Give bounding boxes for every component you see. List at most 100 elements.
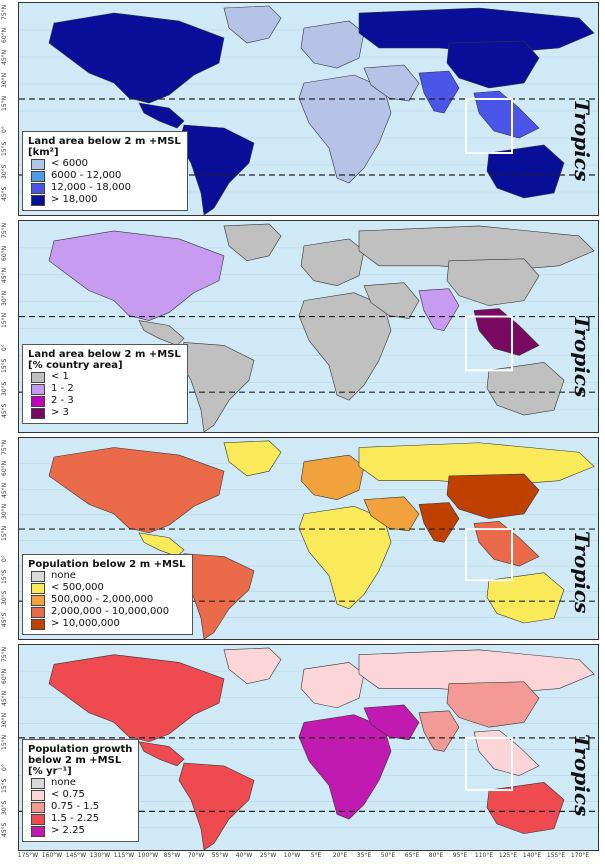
longitude-label: 10°W: [283, 852, 301, 859]
region-africa: [298, 292, 392, 401]
latitude-label: 0°: [1, 343, 8, 351]
legend-swatch: [31, 801, 45, 813]
legend-title: [% yr⁻¹]: [28, 766, 72, 777]
longitude-label: 40°W: [235, 852, 253, 859]
latitude-label: 30°N: [1, 712, 8, 728]
latitude-label: 45°S: [1, 612, 8, 627]
map-panel-3: Tropics Population below 2 m +MSL none < 50…: [18, 437, 599, 640]
legend-label: 500,000 - 2,000,000: [51, 594, 154, 605]
region-sea: [473, 521, 540, 567]
latitude-label: 0°: [1, 764, 8, 772]
longitude-label: 100°W: [137, 852, 159, 859]
legend-title: Population growth: [28, 744, 133, 755]
region-ind: [418, 710, 460, 752]
latitude-label: 45°S: [1, 403, 8, 419]
longitude-label: 5°E: [310, 852, 322, 859]
legend-swatch: [31, 618, 45, 630]
legend-swatch: [31, 582, 45, 594]
longitude-label: 125°E: [498, 852, 518, 859]
legend-swatch: [31, 407, 45, 419]
legend-item: > 2.25: [31, 825, 132, 837]
latitude-label: 45°S: [1, 186, 8, 202]
world-map: [19, 440, 598, 639]
region-africa: [298, 74, 392, 184]
legend-swatch: [31, 194, 45, 206]
latitude-label: 15°N: [1, 525, 8, 541]
legend-label: > 18,000: [51, 194, 98, 205]
region-aus: [486, 782, 565, 834]
legend-item: > 10,000,000: [31, 618, 186, 630]
legend: Land area below 2 m +MSL [km²] < 6000 6000 …: [22, 131, 188, 211]
legend-label: none: [51, 777, 76, 788]
region-me: [363, 496, 420, 532]
legend-swatch: [31, 383, 45, 395]
region-green: [223, 440, 282, 477]
latitude-label: 30°S: [1, 164, 8, 179]
longitude-label: 170°E: [570, 852, 590, 859]
legend-swatch: [31, 594, 45, 606]
legend-label: 2 - 3: [51, 395, 74, 406]
legend-title: Land area below 2 m +MSL: [28, 349, 181, 360]
legend-item: none: [31, 777, 132, 789]
region-eu: [300, 454, 365, 500]
legend-label: > 10,000,000: [51, 618, 120, 629]
region-na: [48, 447, 225, 534]
legend-label: > 2.25: [51, 825, 85, 836]
region-na: [48, 230, 225, 321]
region-ca: [138, 320, 185, 346]
highlight-box: [465, 528, 513, 582]
region-ind: [418, 70, 460, 114]
region-ca: [138, 102, 185, 129]
legend-title: [% country area]: [28, 360, 123, 371]
region-me: [363, 64, 420, 102]
region-me: [363, 282, 420, 319]
legend-item: < 1: [31, 371, 181, 383]
legend-title: Population below 2 m +MSL: [28, 559, 186, 570]
region-green: [223, 223, 282, 262]
region-me: [363, 704, 420, 741]
legend-label: none: [51, 570, 76, 581]
legend-item: 1.5 - 2.25: [31, 813, 132, 825]
tropics-label: Tropics: [570, 531, 594, 614]
latitude-label: 15°S: [1, 778, 8, 794]
longitude-label: 65°E: [404, 852, 420, 859]
legend-item: < 0.75: [31, 789, 132, 801]
latitude-label: 15°N: [1, 734, 8, 750]
legend-item: > 3: [31, 407, 181, 419]
legend-label: 12,000 - 18,000: [51, 182, 131, 193]
region-ind: [418, 502, 460, 543]
region-aus: [486, 144, 565, 199]
latitude-label: 30°S: [1, 800, 8, 816]
region-eu: [300, 20, 365, 69]
legend-swatch: [31, 158, 45, 170]
longitude-label: 35°E: [356, 852, 372, 859]
longitude-label: 175°W: [17, 852, 39, 859]
longitude-label: 115°W: [113, 852, 135, 859]
longitude-label: 160°W: [41, 852, 63, 859]
latitude-label: 15°S: [1, 569, 8, 584]
legend-label: 1.5 - 2.25: [51, 813, 100, 824]
region-sea: [473, 308, 540, 356]
latitude-label: 30°S: [1, 381, 8, 396]
latitude-label: 75°N: [1, 439, 8, 455]
latitude-label: 45°N: [1, 482, 8, 498]
region-sea: [473, 90, 540, 139]
region-cn: [446, 40, 540, 89]
region-sa: [178, 762, 255, 850]
latitude-label: 45°N: [1, 267, 8, 284]
region-na: [48, 12, 225, 104]
legend-swatch: [31, 789, 45, 801]
latitude-label: 30°S: [1, 590, 8, 606]
tropics-label: Tropics: [570, 99, 594, 182]
longitude-label: 95°E: [452, 852, 468, 859]
region-cn: [446, 473, 540, 519]
latitude-label: 0°: [1, 555, 8, 563]
longitude-label: 25°W: [259, 852, 277, 859]
legend-swatch: [31, 170, 45, 182]
region-sea: [473, 729, 540, 776]
legend: Population below 2 m +MSL none < 500,000 50…: [22, 554, 193, 635]
region-green: [223, 5, 282, 44]
legend-item: > 18,000: [31, 194, 181, 206]
legend-swatch: [31, 395, 45, 407]
latitude-label: 15°S: [1, 358, 8, 374]
